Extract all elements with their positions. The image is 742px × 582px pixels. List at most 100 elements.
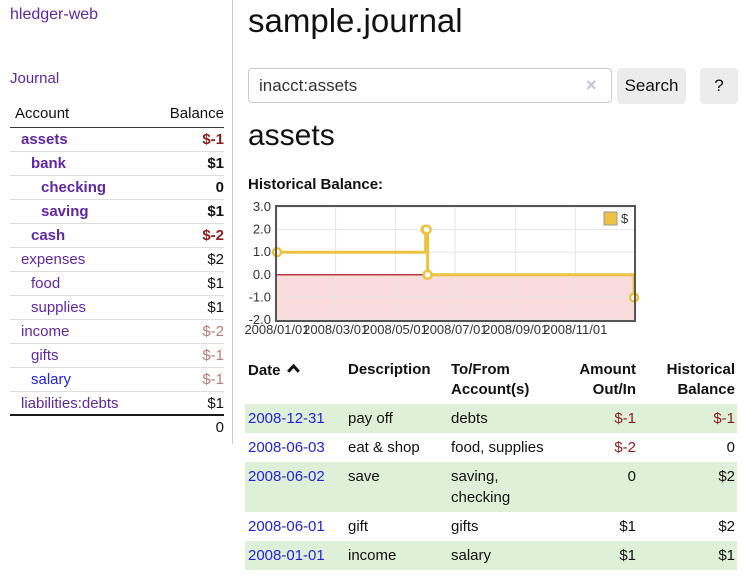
transaction-balance: $2: [718, 518, 735, 535]
account-balance: $-1: [202, 131, 224, 148]
svg-text:0.0: 0.0: [253, 267, 271, 282]
account-link-salary[interactable]: salary: [31, 371, 72, 388]
transaction-amount: $1: [619, 518, 636, 535]
register-table: Date Description To/From Account(s) Amou…: [245, 358, 737, 570]
svg-text:1.0: 1.0: [253, 244, 271, 259]
account-balance: $1: [207, 275, 224, 292]
account-link-cash[interactable]: cash: [31, 227, 66, 244]
svg-text:2008/07/01: 2008/07/01: [422, 322, 487, 337]
search-input[interactable]: [248, 68, 612, 103]
svg-text:2.0: 2.0: [253, 222, 271, 237]
account-row: liabilities:debts $1: [10, 392, 224, 416]
account-row: bank $1: [10, 152, 224, 176]
column-header-description: Description: [348, 361, 431, 378]
accounts-header-account: Account: [15, 105, 70, 122]
search-form: × Search ?: [248, 68, 740, 104]
register-header-row: Date Description To/From Account(s) Amou…: [245, 358, 737, 404]
sort-ascending-icon: [286, 360, 301, 380]
accounts-table-header: Account Balance: [10, 101, 224, 128]
account-balance: $-1: [202, 371, 224, 388]
account-link-checking[interactable]: checking: [41, 179, 107, 196]
svg-text:3.0: 3.0: [253, 200, 271, 214]
accounts-header-balance: Balance: [169, 105, 224, 122]
account-balance: $1: [207, 155, 224, 172]
transaction-date-link[interactable]: 2008-06-02: [248, 468, 325, 485]
svg-text:2008/05/01: 2008/05/01: [363, 322, 428, 337]
account-link-food[interactable]: food: [31, 275, 61, 292]
chart-title: Historical Balance:: [248, 176, 384, 193]
transaction-description: gift: [348, 518, 369, 535]
accounts-total-value: 0: [215, 419, 224, 436]
svg-text:-2.0: -2.0: [249, 312, 271, 327]
account-link-supplies[interactable]: supplies: [31, 299, 87, 316]
historical-balance-chart: -2.0 -1.0 0.0 1.0 2.0 3.0 2008/01/01 2008/03/01…: [243, 199, 643, 340]
chart-canvas: -2.0 -1.0 0.0 1.0 2.0 3.0 2008/01/012008/03/01…: [244, 199, 640, 337]
account-balance: $1: [207, 299, 224, 316]
transaction-amount: $-1: [614, 410, 636, 427]
account-balance: $1: [207, 395, 224, 412]
help-button[interactable]: ?: [700, 68, 738, 104]
svg-text:$: $: [621, 211, 629, 226]
transaction-amount: $1: [619, 547, 636, 564]
account-row: gifts $-1: [10, 344, 224, 368]
transaction-accounts: debts: [451, 410, 488, 427]
transaction-amount: 0: [627, 468, 636, 485]
clear-search-icon[interactable]: ×: [586, 75, 597, 95]
register-row: 2008-12-31 pay off debts $-1 $-1: [245, 404, 737, 433]
transaction-accounts: saving, checking: [451, 468, 511, 506]
transaction-balance: 0: [726, 439, 735, 456]
brand-link[interactable]: hledger-web: [10, 6, 99, 23]
account-row: cash $-2: [10, 224, 224, 248]
column-header-amount: Amount Out/In: [579, 361, 636, 398]
accounts-total-row: 0: [10, 416, 224, 440]
transaction-accounts: salary: [451, 547, 492, 564]
column-header-date[interactable]: Date: [245, 358, 345, 404]
svg-text:-1.0: -1.0: [249, 289, 271, 304]
register-row: 2008-06-01 gift gifts $1 $2: [245, 512, 737, 541]
account-balance: 0: [215, 179, 224, 196]
sidebar-item-journal[interactable]: Journal: [10, 70, 60, 87]
account-heading: assets: [248, 119, 335, 152]
account-row: checking 0: [10, 176, 224, 200]
transaction-balance: $2: [718, 468, 735, 485]
transaction-balance: $-1: [713, 410, 735, 427]
transaction-description: income: [348, 547, 397, 564]
transaction-date-link[interactable]: 2008-06-03: [248, 439, 325, 456]
svg-text:2008/09/01: 2008/09/01: [483, 322, 548, 337]
transaction-accounts: food, supplies: [451, 439, 544, 456]
register-row: 2008-06-03 eat & shop food, supplies $-2…: [245, 433, 737, 462]
account-link-expenses[interactable]: expenses: [21, 251, 86, 268]
account-balance: $-1: [202, 347, 224, 364]
account-link-gifts[interactable]: gifts: [31, 347, 59, 364]
main-content: sample.journal × Search ? assets Histori…: [243, 0, 742, 582]
register-row: 2008-06-02 save saving, checking 0 $2: [245, 462, 737, 512]
sidebar: hledger-web Journal Account Balance asse…: [0, 0, 233, 444]
account-row: food $1: [10, 272, 224, 296]
transaction-date-link[interactable]: 2008-06-01: [248, 518, 325, 535]
account-link-bank[interactable]: bank: [31, 155, 67, 172]
account-link-saving[interactable]: saving: [41, 203, 89, 220]
page-title: sample.journal: [248, 2, 463, 39]
account-row: assets $-1: [10, 128, 224, 152]
account-balance: $2: [207, 251, 224, 268]
transaction-amount: $-2: [614, 439, 636, 456]
transaction-date-link[interactable]: 2008-12-31: [248, 410, 325, 427]
transaction-date-link[interactable]: 2008-01-01: [248, 547, 325, 564]
transaction-description: pay off: [348, 410, 393, 427]
transaction-description: eat & shop: [348, 439, 420, 456]
svg-text:2008/01/01: 2008/01/01: [244, 322, 309, 337]
register-row: 2008-01-01 income salary $1 $1: [245, 541, 737, 570]
svg-text:2008/03/01: 2008/03/01: [303, 322, 368, 337]
svg-text:2008/11/01: 2008/11/01: [543, 322, 607, 337]
account-balance: $1: [207, 203, 224, 220]
account-balance: $-2: [202, 227, 224, 244]
account-link-income[interactable]: income: [21, 323, 70, 340]
transaction-accounts: gifts: [451, 518, 479, 535]
account-link-assets[interactable]: assets: [21, 131, 68, 148]
account-link-liabilities-debts[interactable]: liabilities:debts: [21, 395, 119, 412]
search-button[interactable]: Search: [617, 68, 686, 104]
column-header-tofrom: To/From Account(s): [451, 361, 530, 398]
transaction-balance: $1: [718, 547, 735, 564]
account-row: expenses $2: [10, 248, 224, 272]
transaction-description: save: [348, 468, 380, 485]
